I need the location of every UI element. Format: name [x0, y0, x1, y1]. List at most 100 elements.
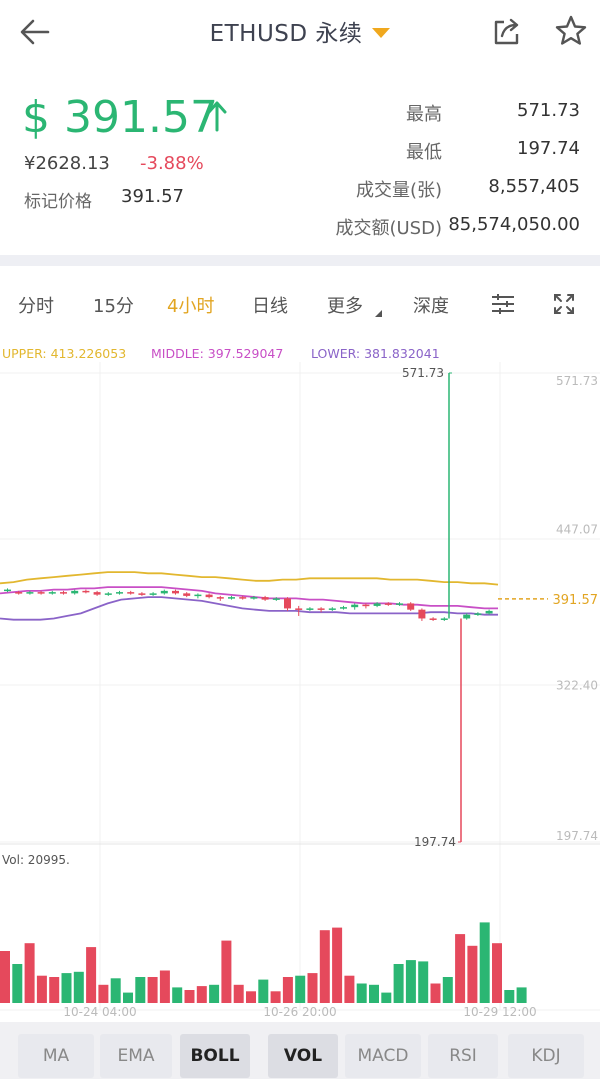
candle-body — [15, 592, 23, 594]
candle-body — [228, 597, 235, 599]
volume-bar — [61, 973, 72, 1003]
dropdown-caret-icon[interactable] — [372, 27, 391, 38]
spike-candle — [448, 372, 548, 843]
candle-body — [485, 610, 493, 614]
candle-body — [396, 603, 403, 605]
volume-bar — [209, 984, 220, 1003]
top-bar: ETHUSD 永续 — [0, 0, 600, 64]
candle-body — [463, 614, 471, 619]
mark-price-value: 391.57 — [121, 186, 184, 207]
candle-body — [183, 593, 191, 596]
back-arrow-icon[interactable] — [18, 16, 54, 48]
candle-body — [429, 618, 437, 620]
low-value: 197.74 — [517, 138, 580, 159]
candle-body — [250, 597, 258, 599]
volume-bar — [123, 992, 133, 1003]
candle-body — [205, 594, 213, 598]
high-value: 571.73 — [517, 100, 580, 121]
favorite-star-icon[interactable] — [554, 14, 588, 46]
indicator-bar: MA EMA BOLL VOL MACD RSI KDJ — [0, 1022, 600, 1079]
volume-bars — [0, 922, 527, 1003]
candle-body — [149, 593, 157, 595]
candle-body — [284, 598, 291, 609]
candle-body — [384, 603, 392, 605]
candle-body — [440, 618, 448, 620]
candle-body — [48, 592, 56, 594]
candle-body — [82, 590, 90, 593]
candles — [4, 588, 493, 621]
bollinger-lines — [0, 571, 499, 621]
volume-value: 8,557,405 — [488, 176, 580, 197]
more-caret-icon — [375, 310, 382, 317]
section-divider — [0, 255, 600, 266]
rsi-button[interactable]: RSI — [428, 1034, 498, 1078]
kline-chart[interactable]: 571.73 447.07 391.57 322.40 197.74 571.73 197.… — [0, 362, 600, 1022]
candle-body — [351, 604, 359, 608]
volume-bar — [282, 977, 293, 1003]
tab-daily[interactable]: 日线 — [252, 296, 288, 317]
boll-button[interactable]: BOLL — [180, 1034, 250, 1078]
vol-button[interactable]: VOL — [268, 1034, 338, 1078]
volume-label: Vol: 20995. — [2, 853, 70, 867]
candle-body — [37, 592, 45, 594]
candle-body — [474, 613, 482, 615]
high-label: 最高 — [406, 104, 442, 125]
candle-body — [272, 598, 280, 600]
ma-button[interactable]: MA — [18, 1034, 94, 1078]
candle-body — [418, 609, 426, 619]
time-label: 10-29 12:00 — [463, 1005, 536, 1019]
boll-upper-line — [0, 571, 499, 586]
tab-more[interactable]: 更多 — [327, 296, 363, 317]
interval-tabs: 分时 15分 4小时 日线 更多 深度 — [0, 266, 600, 340]
tab-4h[interactable]: 4小时 — [167, 296, 215, 317]
kdj-button[interactable]: KDJ — [508, 1034, 584, 1078]
share-icon[interactable] — [493, 16, 521, 46]
candle-body — [340, 607, 347, 609]
volume-label: 成交量(张) — [355, 180, 442, 201]
volume-bar — [381, 992, 392, 1003]
volume-bar — [135, 977, 146, 1003]
volume-bar — [12, 964, 23, 1003]
volume-bar — [479, 922, 490, 1003]
volume-bar — [0, 951, 10, 1003]
volume-bar — [307, 973, 318, 1003]
volume-bar — [344, 975, 355, 1003]
volume-bar — [295, 975, 306, 1003]
candle-body — [216, 597, 224, 599]
candle-body — [93, 592, 101, 595]
cny-price: ¥2628.13 — [24, 153, 110, 174]
low-marker-label: 197.74 — [414, 835, 456, 849]
candle-body — [127, 592, 135, 594]
axis-label-last-price: 391.57 — [553, 593, 599, 608]
up-arrow-icon — [207, 101, 227, 132]
volume-bar — [332, 927, 343, 1003]
volume-bar — [418, 961, 429, 1003]
macd-button[interactable]: MACD — [345, 1034, 421, 1078]
volume-bar — [110, 978, 121, 1003]
candle-body — [317, 608, 325, 610]
axis-label-2: 447.07 — [556, 522, 598, 536]
candle-body — [60, 592, 67, 594]
volume-bar — [233, 984, 244, 1003]
chart-labels: 571.73 447.07 391.57 322.40 197.74 571.73 197.… — [2, 366, 598, 1019]
tab-15m[interactable]: 15分 — [93, 296, 134, 317]
candle-body — [138, 593, 146, 595]
tab-depth[interactable]: 深度 — [413, 296, 449, 317]
page-title[interactable]: ETHUSD 永续 — [0, 14, 600, 48]
volume-bar — [319, 930, 330, 1003]
volume-bar — [159, 970, 170, 1003]
volume-bar — [221, 940, 232, 1003]
candle-body — [295, 608, 303, 610]
boll-middle-label: MIDDLE: 397.529047 — [151, 346, 284, 361]
indicator-settings-icon[interactable] — [490, 292, 516, 316]
tab-timeline[interactable]: 分时 — [18, 296, 54, 317]
ema-button[interactable]: EMA — [100, 1034, 172, 1078]
candle-body — [373, 603, 381, 606]
candle-body — [172, 590, 179, 594]
axis-label-min: 197.74 — [556, 829, 598, 843]
volume-bar — [270, 991, 281, 1003]
candle-body — [71, 590, 79, 594]
volume-bar — [24, 943, 35, 1003]
boll-lower-line — [0, 596, 498, 621]
fullscreen-icon[interactable] — [553, 293, 575, 315]
